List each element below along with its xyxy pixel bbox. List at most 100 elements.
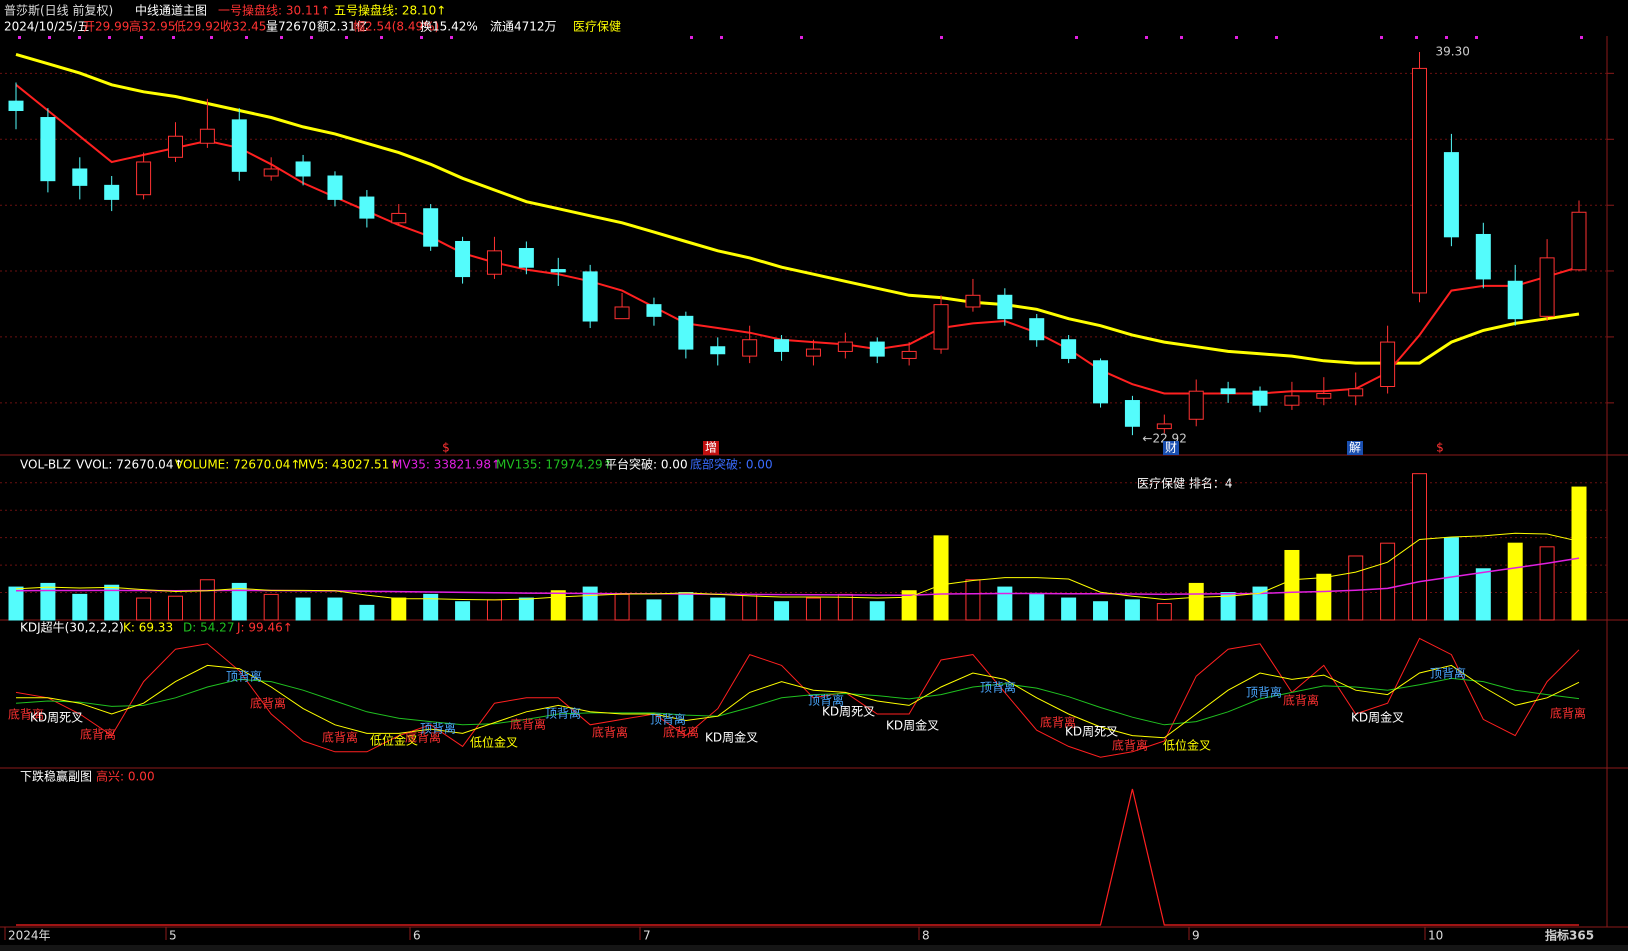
volume-header: VVOL: 72670.04↑ — [76, 458, 184, 472]
volume-bar — [742, 593, 758, 621]
kdj-annotation: 低位金叉 — [470, 735, 518, 750]
candle-body — [678, 315, 694, 350]
candle-body — [805, 348, 821, 357]
date-label: 6 — [413, 929, 421, 943]
kdj-header: D: 54.27 — [183, 621, 234, 635]
volume-bar — [837, 593, 853, 621]
volume-bar — [518, 597, 534, 621]
quote-text: 换15.42% — [420, 20, 478, 34]
volume-bar — [1220, 592, 1236, 621]
marker: 财 — [1165, 441, 1177, 455]
header-text: 五号操盘线: 28.10↑ — [334, 3, 446, 18]
candle-body — [550, 269, 566, 273]
volume-bar — [965, 579, 981, 621]
kdj-annotation: 底背离 — [1283, 693, 1319, 708]
volume-bar — [614, 593, 630, 621]
high-label: 39.30 — [1436, 45, 1470, 59]
kdj-annotation: 底背离 — [322, 730, 358, 745]
kdj-line — [15, 637, 1580, 758]
marker: $ — [442, 441, 450, 455]
volume-bar — [1061, 597, 1077, 621]
date-label: 2024年 — [8, 929, 51, 943]
volume-bar — [1348, 555, 1364, 621]
volume-bar — [1412, 473, 1428, 621]
kdj-annotation: KD周死叉 — [1065, 725, 1118, 739]
candle-body — [72, 168, 88, 186]
header-text: 一号操盘线: 30.11↑ — [218, 3, 330, 18]
signal-dot — [1580, 36, 1583, 39]
candle-body — [359, 196, 375, 219]
volume-bar — [901, 590, 917, 621]
kdj-annotation: KD周死叉 — [30, 711, 83, 725]
signal-dot — [310, 36, 313, 39]
candle-body — [295, 161, 311, 177]
signal-dot — [245, 36, 248, 39]
candle-body — [486, 250, 502, 275]
kdj-annotation: KD周金叉 — [705, 730, 758, 745]
kdj-annotation: 底背离 — [1112, 738, 1148, 753]
mv-line — [15, 532, 1580, 601]
kdj-annotation: 底背离 — [1040, 715, 1076, 730]
kdj-annotation: 顶背离 — [1430, 666, 1466, 681]
volume-bar — [8, 586, 24, 621]
kdj-annotation: 顶背离 — [650, 712, 686, 727]
signal-dot — [450, 36, 453, 39]
marker: $ — [1436, 441, 1444, 455]
quote-text: 低29.92 — [174, 20, 220, 34]
volume-bar — [295, 597, 311, 621]
volume-bar — [1284, 549, 1300, 621]
kdj-annotation: KD周死叉 — [822, 705, 875, 719]
signal-dot — [78, 36, 81, 39]
candle-body — [1284, 395, 1300, 406]
candle-body — [997, 294, 1013, 320]
volume-header: MV135: 17974.29↑ — [496, 458, 613, 472]
volume-bar — [869, 601, 885, 621]
marker: 解 — [1349, 441, 1361, 455]
kdj-annotation: 顶背离 — [808, 693, 844, 708]
candle-body — [1124, 400, 1140, 427]
candle-body — [742, 339, 758, 357]
volume-bar — [72, 593, 88, 621]
candle-body — [1061, 339, 1077, 359]
quote-text: 流通4712万 — [490, 20, 557, 34]
volume-bar — [423, 593, 439, 621]
kdj-annotation: 底背离 — [405, 730, 441, 745]
date-label: 7 — [643, 929, 651, 943]
volume-bar — [1093, 601, 1109, 621]
volume-bar — [1539, 546, 1555, 621]
signal-dot — [690, 36, 693, 39]
kdj-annotation: 顶背离 — [545, 706, 581, 721]
candle-body — [1220, 388, 1236, 395]
kdj-annotation: 底背离 — [510, 717, 546, 732]
date-label: 5 — [169, 929, 177, 943]
candle-body — [199, 128, 215, 144]
signal-dot — [1075, 36, 1078, 39]
candle-body — [1252, 390, 1268, 406]
candle-body — [1029, 318, 1045, 341]
signal-dot — [1445, 36, 1448, 39]
volume-bar — [550, 590, 566, 621]
candle-body — [8, 100, 24, 112]
volume-bar — [774, 601, 790, 621]
kdj-header: J: 99.46↑ — [236, 621, 293, 635]
volume-bar — [1316, 573, 1332, 621]
candle-body — [455, 240, 471, 278]
candle-body — [901, 350, 917, 359]
date-label: 8 — [922, 929, 930, 943]
volume-bar — [933, 535, 949, 621]
candle-body — [1380, 341, 1396, 388]
candle-body — [1475, 233, 1491, 280]
volume-bar — [1507, 542, 1523, 621]
signal-dot — [800, 36, 803, 39]
sub-header: 高兴: 0.00 — [96, 769, 155, 784]
candle-body — [40, 117, 56, 182]
volume-bar — [104, 584, 120, 621]
signal-dot — [1235, 36, 1238, 39]
sub-line — [16, 788, 1579, 926]
volume-bar — [1029, 593, 1045, 621]
volume-bar — [1380, 542, 1396, 621]
volume-bar — [455, 601, 471, 621]
kdj-header: K: 69.33 — [123, 621, 173, 635]
signal-dot — [280, 36, 283, 39]
kdj-annotation: 顶背离 — [1246, 685, 1282, 700]
